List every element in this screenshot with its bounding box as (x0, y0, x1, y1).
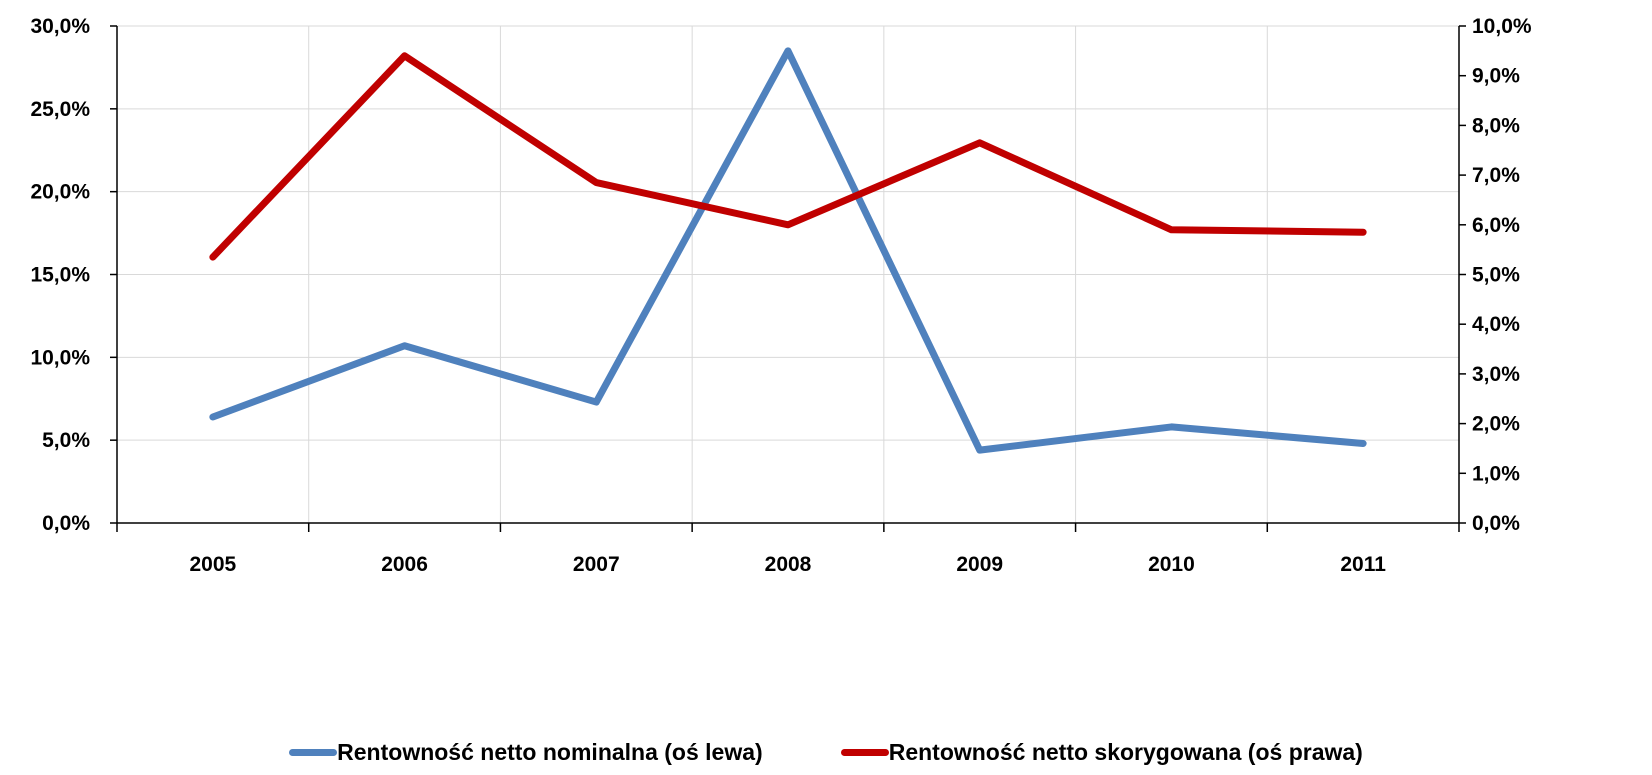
gridlines (117, 25, 1460, 523)
line-chart: 0,0% 5,0% 10,0% 15,0% 20,0% 25,0% 30,0% 0,0% 1,… (30, 15, 1532, 576)
left-y-tick-label: 10,0% (30, 346, 90, 369)
legend-label-nominal: Rentowność netto nominalna (oś lewa) (337, 738, 763, 765)
left-y-tick-label: 5,0% (42, 429, 90, 452)
legend-label-adjusted: Rentowność netto skorygowana (oś prawa) (888, 738, 1363, 765)
legend-swatch-adjusted (840, 748, 889, 756)
right-y-tick-label: 1,0% (1472, 462, 1520, 485)
x-axis-tick-labels: 2005 2006 2007 2008 2009 2010 2011 (189, 553, 1386, 576)
legend-item-nominal: Rentowność netto nominalna (oś lewa) (289, 734, 763, 770)
legend: Rentowność netto nominalna (oś lewa) Ren… (0, 734, 1652, 770)
x-tick-label: 2010 (1148, 553, 1195, 576)
legend-item-adjusted: Rentowność netto skorygowana (oś prawa) (840, 734, 1363, 770)
left-y-tick-label: 0,0% (42, 512, 90, 535)
left-y-tick-label: 25,0% (30, 98, 90, 121)
left-y-tick-label: 15,0% (30, 264, 90, 287)
x-tick-label: 2007 (573, 553, 620, 576)
right-y-tick-label: 0,0% (1472, 512, 1520, 535)
legend-swatch-nominal (289, 748, 338, 756)
right-y-tick-label: 2,0% (1472, 413, 1520, 436)
left-y-axis-tick-labels: 0,0% 5,0% 10,0% 15,0% 20,0% 25,0% 30,0% (30, 15, 90, 535)
right-y-tick-label: 8,0% (1472, 114, 1520, 137)
right-y-axis-tick-labels: 0,0% 1,0% 2,0% 3,0% 4,0% 5,0% 6,0% 7,0% 8,0% 9,0%… (1472, 15, 1532, 535)
right-y-tick-label: 10,0% (1472, 15, 1532, 38)
right-y-tick-label: 3,0% (1472, 363, 1520, 386)
x-tick-label: 2006 (381, 553, 428, 576)
series-line-adjusted (209, 52, 1367, 261)
left-y-tick-label: 30,0% (30, 15, 90, 38)
series-lines (209, 47, 1367, 454)
x-tick-label: 2005 (189, 553, 236, 576)
left-y-tick-label: 20,0% (30, 181, 90, 204)
axes (110, 25, 1466, 532)
right-y-tick-label: 6,0% (1472, 214, 1520, 237)
x-tick-label: 2009 (956, 553, 1003, 576)
right-y-tick-label: 5,0% (1472, 264, 1520, 287)
right-y-tick-label: 4,0% (1472, 313, 1520, 336)
right-y-tick-label: 7,0% (1472, 164, 1520, 187)
x-tick-label: 2008 (765, 553, 812, 576)
x-tick-label: 2011 (1340, 553, 1386, 576)
series-line-nominal (209, 47, 1367, 454)
right-y-tick-label: 9,0% (1472, 65, 1520, 88)
